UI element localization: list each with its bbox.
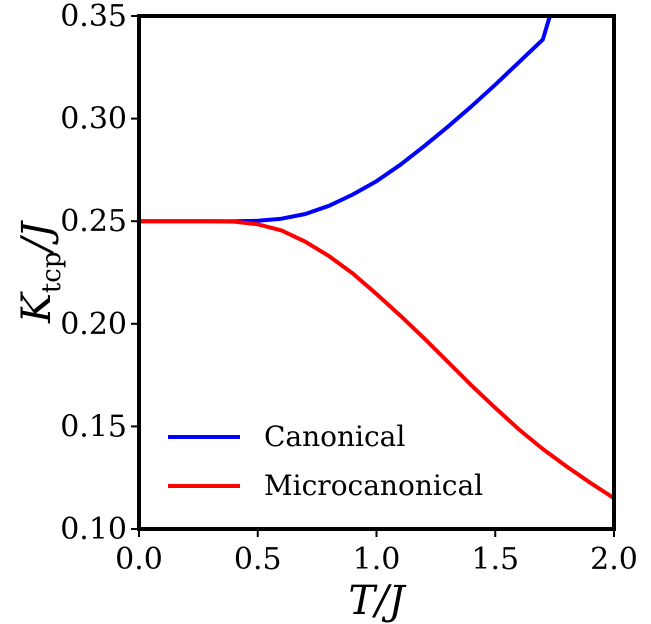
y-axis-label: Ktcp/J — [14, 220, 67, 324]
series-line-microcanonical — [139, 219, 614, 500]
legend: Canonical Microcanonical — [168, 420, 483, 502]
y-tick-label: 0.10 — [60, 512, 127, 547]
x-tick-label: 0.0 — [115, 542, 163, 577]
x-tick-label: 1.5 — [471, 542, 519, 577]
x-tick-label: 1.0 — [353, 542, 401, 577]
y-tick-label: 0.15 — [60, 409, 127, 444]
x-tick-label: 0.5 — [234, 542, 282, 577]
x-axis: 0.0 0.5 1.0 1.5 2.0 — [115, 529, 638, 577]
y-axis: 0.10 0.15 0.20 0.25 0.30 0.35 — [60, 0, 139, 547]
y-axis-label-subscript: tcp — [37, 251, 67, 293]
y-axis-label-tail: /J — [14, 220, 60, 255]
legend-label-microcanonical: Microcanonical — [264, 469, 483, 502]
y-tick-label: 0.25 — [60, 204, 127, 239]
series-line-canonical — [139, 16, 552, 224]
y-tick-label: 0.35 — [60, 0, 127, 34]
series-lines — [139, 16, 614, 500]
y-tick-label: 0.30 — [60, 102, 127, 137]
x-axis-label: T/J — [348, 578, 406, 624]
y-tick-label: 0.20 — [60, 307, 127, 342]
x-tick-label: 2.0 — [590, 542, 638, 577]
y-axis-label-main: K — [14, 291, 60, 324]
legend-label-canonical: Canonical — [264, 420, 405, 453]
